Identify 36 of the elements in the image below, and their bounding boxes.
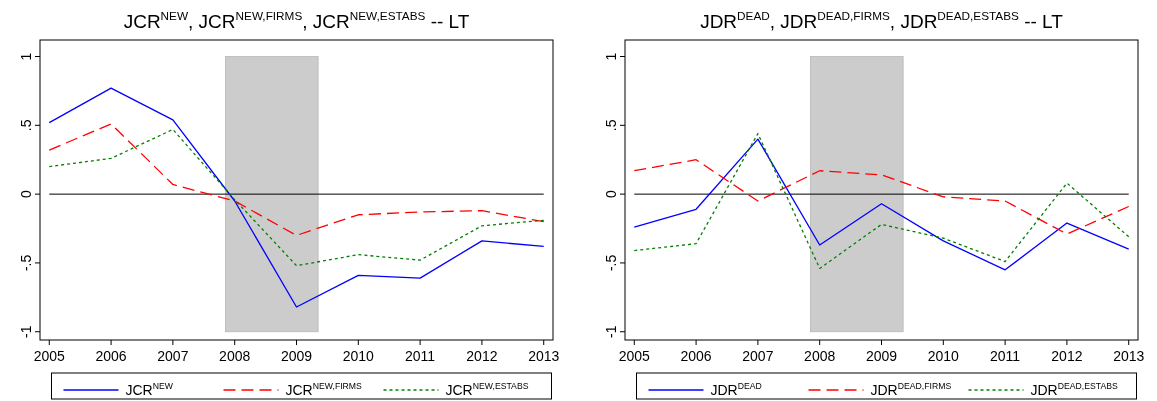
y-tick-label: 1 (603, 52, 619, 61)
y-tick-label: -1 (603, 325, 619, 338)
y-tick-label: .5 (18, 119, 34, 132)
y-tick-label: .5 (603, 119, 619, 132)
x-tick-label: 2010 (927, 348, 960, 364)
x-tick-label: 2007 (742, 348, 774, 364)
x-tick-label: 2010 (342, 348, 375, 364)
y-tick-label: 0 (603, 190, 619, 199)
x-tick-label: 2013 (528, 348, 560, 364)
x-tick-label: 2013 (1113, 348, 1145, 364)
x-tick-label: 2011 (405, 348, 436, 364)
x-tick-label: 2006 (95, 348, 127, 364)
chart-title: JDR$^{DEAD}$, JDR$^{DEAD,FIRMS}$, JDR$^{DEAD,ESTABS}$ -- LT (700, 9, 1064, 32)
x-tick-label: 2007 (157, 348, 189, 364)
x-tick-label: 2005 (33, 348, 66, 364)
legend-label: JCR$^{NEW,FIRMS}$ (285, 381, 363, 398)
legend-label: JDR$^{DEAD}$ (710, 381, 762, 398)
x-tick-label: 2008 (219, 348, 251, 364)
legend-label: JCR$^{NEW,ESTABS}$ (445, 381, 529, 398)
y-tick-label: 1 (18, 52, 34, 61)
y-tick-label: -1 (18, 325, 34, 338)
x-tick-label: 2005 (618, 348, 651, 364)
x-tick-label: 2012 (466, 348, 498, 364)
y-tick-label: -.5 (18, 254, 34, 272)
y-tick-label: -.5 (603, 254, 619, 272)
x-tick-label: 2008 (804, 348, 836, 364)
x-tick-label: 2009 (865, 348, 898, 364)
x-tick-label: 2012 (1051, 348, 1083, 364)
y-tick-label: 0 (18, 190, 34, 199)
legend-label: JCR$^{NEW}$ (125, 381, 174, 398)
x-tick-label: 2006 (680, 348, 712, 364)
legend-label: JDR$^{DEAD,FIRMS}$ (870, 381, 952, 398)
legend-label: JDR$^{DEAD,ESTABS}$ (1030, 381, 1119, 398)
x-tick-label: 2011 (990, 348, 1021, 364)
x-tick-label: 2009 (280, 348, 313, 364)
chart-title: JCR$^{NEW}$, JCR$^{NEW,FIRMS}$, JCR$^{NEW,ESTABS}$ -- LT (123, 9, 470, 32)
